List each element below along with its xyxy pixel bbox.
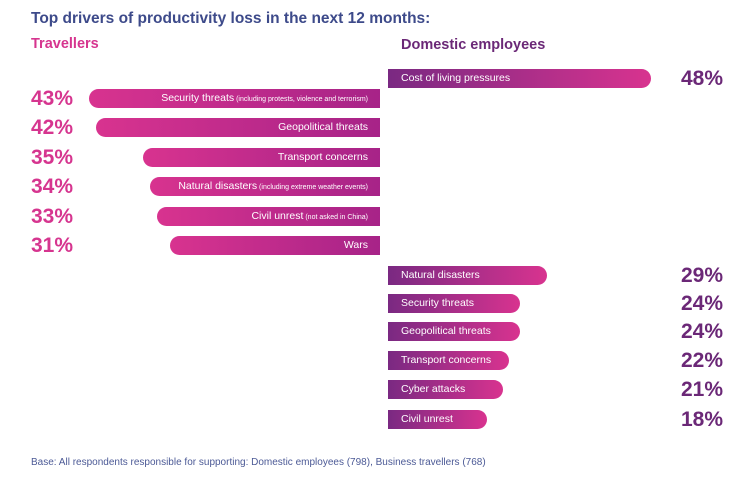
domestic-value-label: 18% bbox=[680, 408, 723, 431]
domestic-bar-label: Natural disasters bbox=[401, 269, 480, 281]
travellers-bar: Security threats (including protests, vi… bbox=[89, 89, 380, 108]
domestic-value-label: 24% bbox=[680, 320, 723, 343]
travellers-bar-note: (including extreme weather events) bbox=[257, 184, 368, 191]
domestic-bar-label: Cost of living pressures bbox=[401, 72, 511, 84]
domestic-employees-heading: Domestic employees bbox=[401, 37, 546, 53]
domestic-bar: Geopolitical threats bbox=[388, 322, 520, 341]
domestic-bar: Cyber attacks bbox=[388, 380, 503, 399]
travellers-bar-label: Security threats bbox=[161, 92, 235, 104]
domestic-bar-label: Geopolitical threats bbox=[401, 325, 491, 337]
chart-title: Top drivers of productivity loss in the … bbox=[31, 10, 431, 27]
travellers-value-label: 42% bbox=[31, 116, 74, 139]
travellers-value-label: 35% bbox=[31, 146, 74, 169]
domestic-bar: Civil unrest bbox=[388, 410, 487, 429]
domestic-bar-label: Cyber attacks bbox=[401, 383, 466, 395]
domestic-bar: Natural disasters bbox=[388, 266, 547, 285]
travellers-bar: Transport concerns bbox=[143, 148, 380, 167]
travellers-bar-note: (not asked in China) bbox=[303, 214, 368, 221]
travellers-bar: Natural disasters (including extreme wea… bbox=[150, 177, 380, 196]
domestic-value-label: 22% bbox=[680, 349, 723, 372]
domestic-value-label: 29% bbox=[680, 264, 723, 287]
domestic-value-label: 21% bbox=[680, 378, 723, 401]
domestic-bar-label: Transport concerns bbox=[401, 354, 492, 366]
travellers-bar-label: Civil unrest bbox=[251, 210, 304, 222]
travellers-bar-label: Natural disasters bbox=[178, 180, 258, 192]
base-note: Base: All respondents responsible for su… bbox=[31, 457, 486, 468]
travellers-bar: Civil unrest (not asked in China) bbox=[157, 207, 380, 226]
travellers-heading: Travellers bbox=[31, 36, 99, 52]
travellers-value-label: 43% bbox=[31, 87, 74, 110]
travellers-value-label: 34% bbox=[31, 175, 74, 198]
domestic-bar-label: Civil unrest bbox=[401, 413, 453, 425]
travellers-bar-label: Wars bbox=[343, 239, 368, 251]
domestic-bar-label: Security threats bbox=[401, 297, 474, 309]
travellers-bar-label: Geopolitical threats bbox=[278, 121, 368, 133]
travellers-bar-note: (including protests, violence and terror… bbox=[234, 96, 368, 103]
travellers-bar: Wars bbox=[170, 236, 380, 255]
domestic-value-label: 24% bbox=[680, 292, 723, 315]
travellers-value-label: 33% bbox=[31, 205, 74, 228]
domestic-bar: Cost of living pressures bbox=[388, 69, 651, 88]
travellers-bar: Geopolitical threats bbox=[96, 118, 380, 137]
domestic-value-label: 48% bbox=[680, 67, 723, 90]
travellers-bar-label: Transport concerns bbox=[277, 151, 368, 163]
travellers-value-label: 31% bbox=[31, 234, 74, 257]
domestic-bar: Security threats bbox=[388, 294, 520, 313]
domestic-bar: Transport concerns bbox=[388, 351, 509, 370]
